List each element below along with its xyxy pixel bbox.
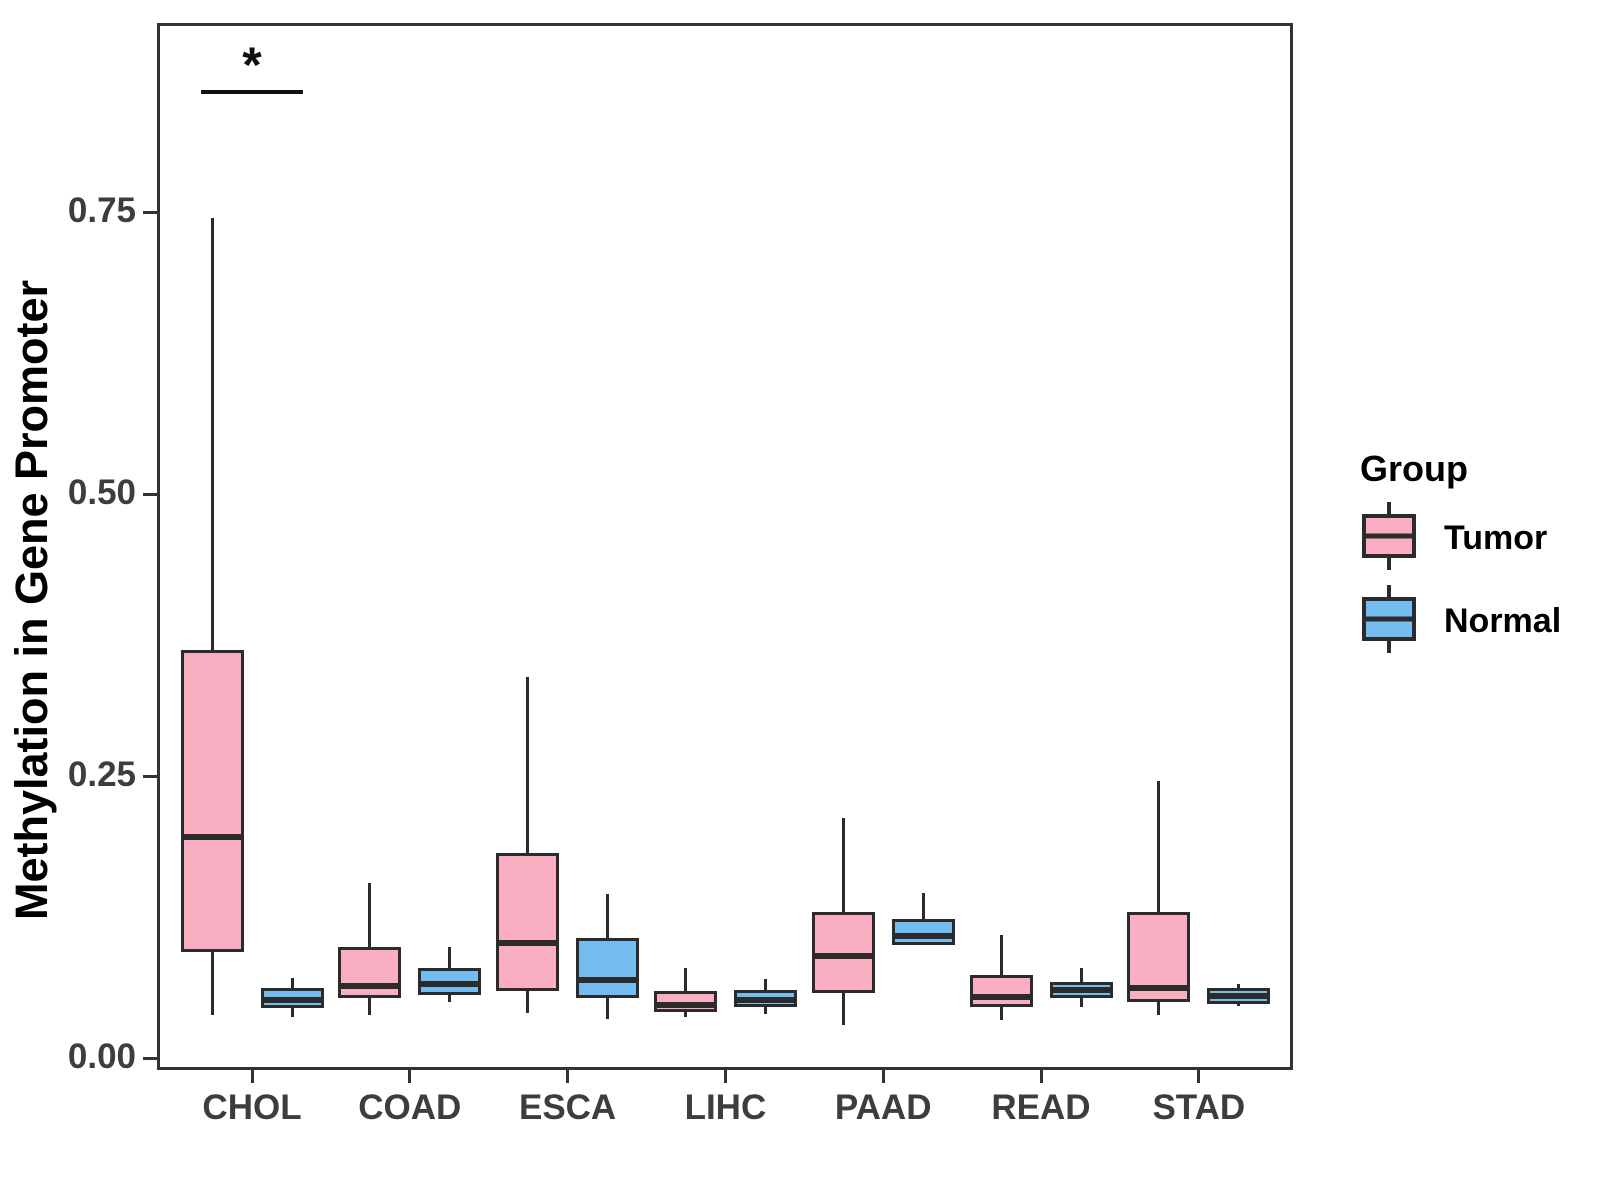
y-tick-label-0.25: 0.25 [67,755,136,794]
box-paad-normal [891,919,955,946]
median-esca-tumor [496,939,560,946]
legend-item-tumor-label: Tumor [1444,519,1548,557]
whisker-lower-chol-tumor [210,951,214,1016]
median-chol-normal [260,997,324,1004]
whisker-upper-paad-tumor [841,817,845,913]
whisker-upper-chol-tumor [210,217,214,650]
median-chol-tumor [180,833,244,840]
whisker-lower-stad-tumor [1157,1001,1161,1016]
whisker-lower-coad-tumor [368,998,372,1016]
y-tick-label-0.75: 0.75 [67,191,136,230]
median-read-normal [1049,987,1113,994]
y-tick-label-0.00: 0.00 [67,1037,136,1076]
median-coad-tumor [338,982,402,989]
tumor-boxplot-key-icon [1360,502,1418,575]
legend-item-normal: Normal [1360,585,1600,658]
median-lihc-normal [733,997,797,1004]
whisker-upper-esca-normal [606,894,610,939]
whisker-lower-lihc-tumor [683,1011,687,1018]
x-tick-mark-read [1039,1070,1043,1083]
whisker-lower-read-normal [1079,998,1083,1008]
median-lihc-tumor [653,1001,717,1008]
y-tick-mark-0.25 [143,774,157,778]
median-coad-normal [418,980,482,987]
x-tick-label-lihc: LIHC [684,1088,767,1127]
whisker-upper-chol-normal [290,977,294,989]
x-tick-label-chol: CHOL [202,1088,302,1127]
whisker-upper-coad-normal [448,947,452,968]
x-tick-label-coad: COAD [358,1088,462,1127]
median-read-tumor [969,994,1033,1001]
x-tick-mark-esca [566,1070,570,1083]
box-esca-normal [576,938,640,999]
whisker-upper-coad-tumor [368,883,372,948]
whisker-lower-stad-normal [1237,1003,1241,1007]
legend-title: Group [1360,448,1468,489]
y-tick-label-0.50: 0.50 [67,473,136,512]
significance-label-chol: * [242,37,262,94]
x-tick-mark-stad [1197,1070,1201,1083]
box-esca-tumor [496,852,560,992]
y-tick-mark-0.50 [143,492,157,496]
x-tick-label-esca: ESCA [518,1088,617,1127]
median-paad-normal [891,933,955,940]
whisker-upper-lihc-normal [763,979,767,991]
whisker-upper-stad-normal [1237,983,1241,989]
plot-panel [157,23,1293,1070]
median-stad-normal [1207,992,1271,999]
x-tick-label-read: READ [991,1088,1091,1127]
whisker-upper-read-tumor [999,935,1003,975]
whisker-lower-read-tumor [999,1007,1003,1020]
y-tick-mark-0.75 [143,210,157,214]
x-tick-mark-chol [250,1070,254,1083]
median-paad-tumor [811,953,875,960]
legend-item-normal-label: Normal [1444,602,1562,640]
y-tick-mark-0.00 [143,1056,157,1060]
whisker-lower-esca-normal [606,998,610,1019]
legend-item-tumor: Tumor [1360,502,1600,575]
median-esca-normal [576,977,640,984]
box-chol-tumor [180,649,244,952]
x-tick-label-paad: PAAD [834,1088,932,1127]
whisker-lower-coad-normal [448,994,452,1002]
legend: Group Tumor Normal [1360,448,1600,658]
box-paad-tumor [811,912,875,993]
x-tick-mark-paad [881,1070,885,1083]
whisker-upper-read-normal [1079,967,1083,983]
x-tick-mark-lihc [723,1070,727,1083]
normal-boxplot-key-icon [1360,585,1418,658]
whisker-lower-esca-tumor [526,991,530,1013]
x-tick-mark-coad [408,1070,412,1083]
whisker-upper-stad-tumor [1157,780,1161,913]
x-tick-label-stad: STAD [1152,1088,1246,1127]
significance-bracket-chol [201,90,303,95]
whisker-lower-paad-tumor [841,992,845,1026]
median-stad-tumor [1127,985,1191,992]
box-read-tumor [969,974,1033,1008]
whisker-upper-esca-tumor [526,676,530,853]
whisker-upper-lihc-tumor [683,967,687,992]
whisker-lower-chol-normal [290,1008,294,1018]
whisker-upper-paad-normal [921,893,925,920]
whisker-lower-lihc-normal [763,1007,767,1014]
box-coad-tumor [338,947,402,999]
